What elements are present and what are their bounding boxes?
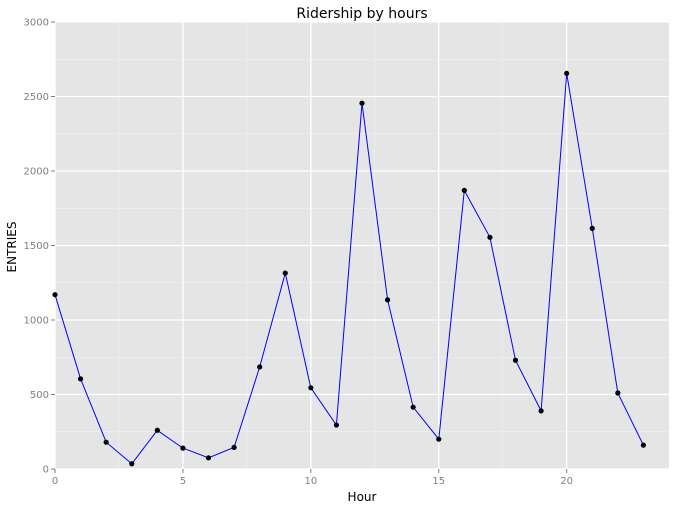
data-point: [180, 445, 186, 451]
x-axis: 0 5 10 15 20: [52, 469, 573, 487]
data-point: [538, 408, 544, 414]
data-point: [589, 225, 595, 231]
series-layer: [54, 73, 644, 465]
data-point: [333, 422, 340, 428]
y-axis: 0 500 1000 1500 2000 2500 3000: [24, 18, 55, 476]
y-tick-label: 3000: [24, 18, 49, 29]
data-point: [410, 404, 416, 410]
y-axis-title: ENTRIES: [5, 222, 19, 273]
data-point: [103, 439, 109, 445]
data-point: [512, 357, 519, 363]
data-point: [282, 270, 288, 276]
data-point: [52, 292, 58, 298]
y-tick-label: 1000: [24, 316, 49, 327]
data-point: [436, 436, 442, 442]
x-axis-title: Hour: [348, 490, 377, 504]
y-tick-label: 0: [43, 465, 49, 476]
x-tick-label: 20: [560, 476, 573, 487]
data-point: [615, 390, 621, 396]
series-line: [54, 73, 644, 465]
data-point: [461, 187, 467, 193]
points-layer: [52, 70, 647, 467]
x-tick-label: 5: [180, 476, 186, 487]
data-point: [308, 385, 314, 391]
data-point: [257, 364, 263, 370]
chart-title: Ridership by hours: [296, 6, 427, 22]
data-point: [487, 234, 493, 240]
data-point: [129, 461, 135, 467]
data-point: [154, 427, 160, 433]
data-point: [77, 376, 84, 382]
y-tick-label: 500: [30, 390, 49, 401]
data-point: [384, 297, 391, 303]
y-tick-label: 1500: [24, 241, 49, 252]
data-point: [640, 442, 647, 448]
y-tick-label: 2000: [24, 167, 49, 178]
x-tick-label: 0: [52, 476, 58, 487]
data-point: [359, 100, 365, 106]
x-tick-label: 10: [304, 476, 317, 487]
data-point: [205, 455, 212, 461]
x-tick-label: 15: [432, 476, 445, 487]
data-point: [564, 70, 570, 77]
data-point: [231, 444, 237, 450]
y-tick-label: 2500: [24, 92, 49, 103]
